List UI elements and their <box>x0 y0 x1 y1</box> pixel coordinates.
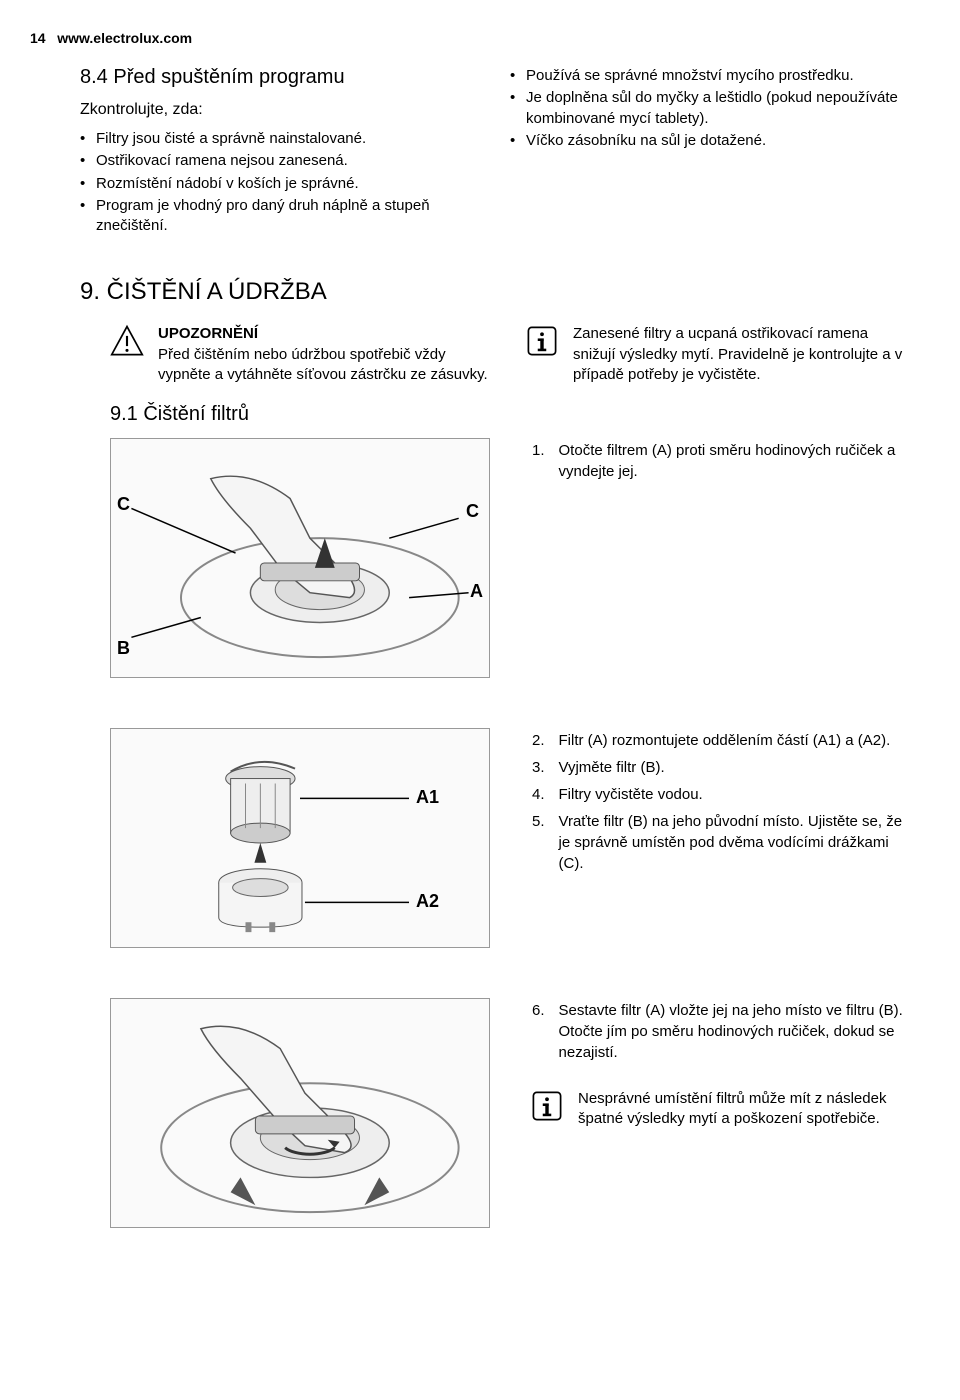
figure-filter-assemble <box>110 998 490 1228</box>
step-text: Otočte filtrem (A) proti směru hodinovýc… <box>559 440 908 486</box>
label-a2: A2 <box>416 891 439 912</box>
list-item: Používá se správné množství mycího prost… <box>510 66 910 86</box>
step-num: 6. <box>532 1000 557 1067</box>
info-icon <box>525 324 559 358</box>
section-8-4-subtitle: Zkontrolujte, zda: <box>80 101 480 119</box>
list-item: Je doplněna sůl do myčky a leštidlo (pok… <box>510 88 910 129</box>
page-number: 14 <box>30 30 46 46</box>
step-list-1: 1. Otočte filtrem (A) proti směru hodino… <box>530 438 910 488</box>
label-c: C <box>117 494 130 515</box>
step-num: 2. <box>532 730 557 755</box>
label-a1: A1 <box>416 787 439 808</box>
label-b: B <box>117 638 130 659</box>
step-num: 1. <box>532 440 557 486</box>
step-text: Sestavte filtr (A) vložte jej na jeho mí… <box>559 1000 908 1067</box>
info-text: Zanesené filtry a ucpaná ostřikovací ram… <box>573 324 910 385</box>
step-text: Filtry vyčistěte vodou. <box>559 784 908 809</box>
label-c2: C <box>466 501 479 522</box>
step-text: Vyjměte filtr (B). <box>559 757 908 782</box>
list-item: Filtry jsou čisté a správně nainstalovan… <box>80 129 480 149</box>
section-9-title: 9. ČIŠTĚNÍ A ÚDRŽBA <box>30 278 910 306</box>
label-a: A <box>470 581 483 602</box>
step-text: Filtr (A) rozmontujete oddělením částí (… <box>559 730 908 755</box>
figure-filter-remove: C C A B <box>110 438 490 678</box>
section-9-1-title: 9.1 Čištění filtrů <box>30 403 910 426</box>
info-text-2: Nesprávné umístění filtrů může mít z nás… <box>578 1089 910 1130</box>
checklist-right: Používá se správné množství mycího prost… <box>510 66 910 151</box>
figure-filter-parts: A1 A2 <box>110 728 490 948</box>
list-item: Rozmístění nádobí v koších je správné. <box>80 174 480 194</box>
checklist-left: Filtry jsou čisté a správně nainstalovan… <box>80 129 480 236</box>
info-icon <box>530 1089 564 1123</box>
step-text: Vraťte filtr (B) na jeho původní místo. … <box>559 811 908 878</box>
warning-text: Před čištěním nebo údržbou spotřebič vžd… <box>158 346 488 383</box>
page-header: 14 www.electrolux.com <box>30 30 910 46</box>
warning-icon <box>110 324 144 358</box>
step-num: 3. <box>532 757 557 782</box>
step-num: 5. <box>532 811 557 878</box>
list-item: Program je vhodný pro daný druh náplně a… <box>80 196 480 237</box>
step-list-2: 2. Filtr (A) rozmontujete oddělením část… <box>530 728 910 880</box>
section-8-4-title: 8.4 Před spuštěním programu <box>80 66 480 89</box>
step-num: 4. <box>532 784 557 809</box>
step-list-3: 6. Sestavte filtr (A) vložte jej na jeho… <box>530 998 910 1069</box>
warning-label: UPOZORNĚNÍ <box>158 325 258 342</box>
site-url: www.electrolux.com <box>57 30 192 46</box>
list-item: Ostřikovací ramena nejsou zanesená. <box>80 151 480 171</box>
list-item: Víčko zásobníku na sůl je dotažené. <box>510 131 910 151</box>
